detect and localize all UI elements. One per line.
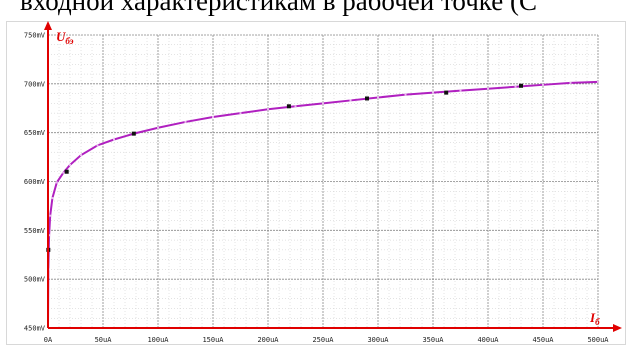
data-marker	[286, 104, 291, 109]
x-axis-label: Iб	[589, 310, 600, 327]
curve-point	[377, 96, 379, 99]
x-tick-label: 400uA	[477, 336, 499, 344]
x-tick-label: 50uA	[95, 336, 113, 344]
curve-point	[239, 112, 242, 115]
curve-point	[212, 116, 214, 119]
grid	[47, 34, 599, 329]
x-tick-labels: 0A 50uA 100uA 150uA 200uA 250uA 300uA 350uA 400u…	[44, 336, 610, 344]
x-tick-label: 500uA	[587, 336, 609, 344]
curve-point	[514, 85, 517, 88]
curve-point	[597, 80, 599, 83]
curve-point	[487, 87, 489, 90]
y-tick-labels: 450mV 500mV 550mV 600mV 650mV 700mV 750mV	[24, 32, 46, 333]
y-tick-label: 450mV	[24, 325, 46, 333]
y-axis-label: Uбэ	[56, 29, 74, 46]
curve-point	[62, 171, 65, 174]
curve-point	[49, 214, 52, 217]
data-marker	[131, 131, 136, 136]
curve-point	[69, 163, 71, 166]
y-tick-label: 650mV	[24, 129, 46, 137]
page-caption: входной характеристикам в рабочей точке …	[20, 0, 537, 16]
curve-point	[80, 154, 82, 157]
data-marker	[365, 96, 369, 101]
curve-point	[349, 99, 352, 102]
x-tick-label: 300uA	[367, 336, 389, 344]
curve-point	[55, 181, 58, 184]
plot-frame	[6, 21, 626, 345]
x-tick-label: 150uA	[202, 336, 224, 344]
curve-point	[404, 93, 407, 96]
y-tick-label: 700mV	[24, 80, 46, 88]
curve-point	[113, 138, 115, 141]
curve-point	[48, 234, 51, 237]
x-tick-label: 0A	[44, 336, 53, 344]
x-tick-label: 450uA	[532, 336, 554, 344]
y-axis-arrow	[44, 21, 52, 30]
curve-point	[322, 102, 324, 105]
y-tick-label: 750mV	[24, 32, 46, 40]
curve-point	[96, 144, 99, 147]
curve-point	[184, 120, 187, 123]
data-marker	[444, 90, 449, 95]
curve-point	[157, 126, 159, 129]
curve-point	[459, 89, 462, 92]
x-axis-arrow	[613, 324, 622, 332]
data-marker	[519, 83, 523, 88]
y-tick-label: 600mV	[24, 178, 46, 186]
data-markers	[46, 80, 599, 271]
curve-point	[432, 91, 434, 94]
data-marker	[64, 169, 69, 174]
x-tick-label: 200uA	[257, 336, 279, 344]
x-tick-label: 250uA	[312, 336, 334, 344]
curve-point	[569, 81, 572, 84]
x-tick-label: 100uA	[147, 336, 169, 344]
curve-point	[51, 197, 54, 200]
curve-point	[267, 108, 269, 111]
y-tick-label: 550mV	[24, 227, 46, 235]
x-tick-label: 350uA	[422, 336, 444, 344]
curve-point	[542, 83, 544, 86]
y-tick-label: 500mV	[24, 276, 46, 284]
curve-point	[294, 105, 297, 108]
